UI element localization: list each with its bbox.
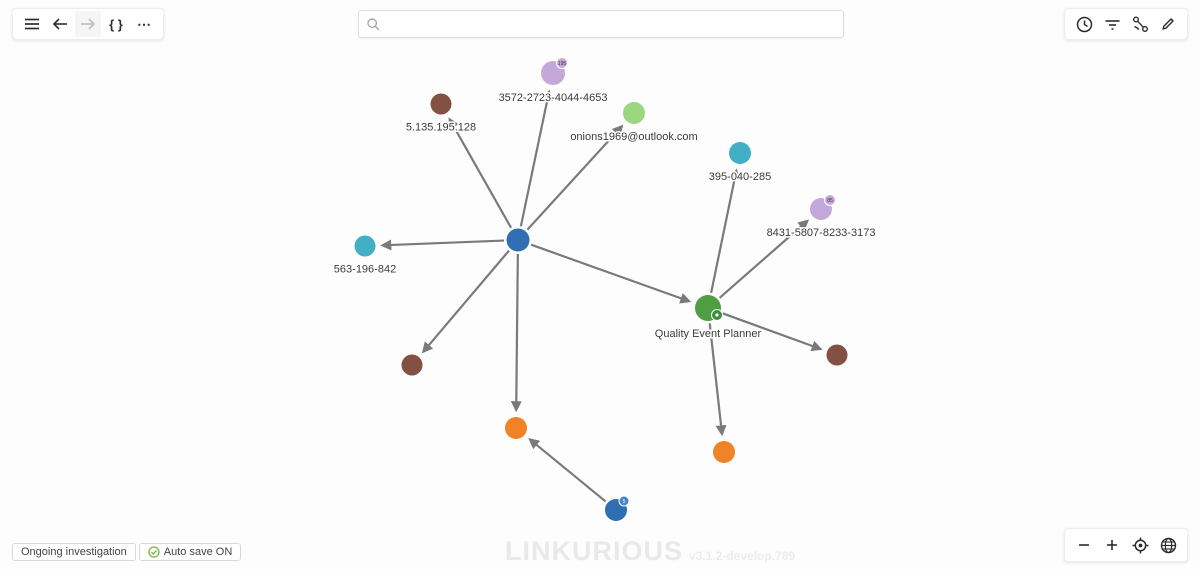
filter-icon xyxy=(1105,19,1119,30)
node-label: 5.135.195.128 xyxy=(406,122,476,134)
braces-icon: { } xyxy=(109,16,123,32)
arrow-left-icon xyxy=(52,18,67,30)
globe-layout-icon xyxy=(1160,537,1176,553)
graph-edge[interactable] xyxy=(710,168,740,294)
graph-node[interactable] xyxy=(505,417,527,439)
graph-edge[interactable] xyxy=(510,253,522,413)
graph-node[interactable] xyxy=(401,354,423,376)
graph-node[interactable] xyxy=(826,344,848,366)
watermark: LINKURIOUS v3.1.2-develop.789 xyxy=(505,538,795,565)
graph-edge[interactable] xyxy=(380,239,505,251)
filter-button[interactable] xyxy=(1099,11,1125,37)
graph-node[interactable] xyxy=(729,142,751,164)
brand-logo: LINKURIOUS xyxy=(505,536,683,566)
more-options-button[interactable]: ⋯ xyxy=(131,11,157,37)
autosave-label: Auto save ON xyxy=(163,546,233,558)
graph-edge[interactable] xyxy=(448,117,513,229)
graph-edge[interactable] xyxy=(722,312,823,352)
time-filter-button[interactable] xyxy=(1071,11,1097,37)
history-clock-icon xyxy=(1076,16,1092,32)
autosave-chip[interactable]: Auto save ON xyxy=(138,543,242,561)
nodes-layer: 195 3572-2723-4044-4653 5.135.195.128 onion… xyxy=(332,57,877,521)
investigation-status-label: Ongoing investigation xyxy=(21,546,127,558)
check-circle-icon xyxy=(148,546,160,558)
zoom-controls xyxy=(1064,528,1188,562)
toolbar-right xyxy=(1064,8,1188,40)
node-badge xyxy=(824,194,836,206)
arrow-right-icon xyxy=(81,18,96,30)
design-button[interactable] xyxy=(1127,11,1153,37)
edge-design-icon xyxy=(1132,16,1148,32)
node-badge-count: 5 xyxy=(623,499,626,505)
graph-edge[interactable] xyxy=(519,89,553,227)
layout-button[interactable] xyxy=(1155,532,1181,558)
redo-forward-button[interactable] xyxy=(75,11,101,37)
node-badge-glyph xyxy=(715,313,719,317)
search-bar xyxy=(358,10,844,38)
center-view-button[interactable] xyxy=(1127,532,1153,558)
version-label: v3.1.2-develop.789 xyxy=(689,549,796,563)
graph-edge[interactable] xyxy=(708,323,727,437)
graph-node[interactable] xyxy=(506,228,530,252)
graph-node[interactable] xyxy=(430,93,452,115)
search-input[interactable] xyxy=(386,12,843,36)
zoom-out-button[interactable] xyxy=(1071,532,1097,558)
graph-node[interactable] xyxy=(713,441,735,463)
ellipsis-icon: ⋯ xyxy=(137,16,151,32)
edges-layer xyxy=(380,89,823,503)
node-badge-count: 85 xyxy=(827,198,833,204)
query-braces-button[interactable]: { } xyxy=(103,11,129,37)
graph-edge[interactable] xyxy=(528,438,607,503)
status-bar: Ongoing investigation Auto save ON xyxy=(12,543,242,561)
node-label: 563-196-842 xyxy=(334,264,396,276)
node-label: 3572-2723-4044-4653 xyxy=(499,92,608,104)
zoom-in-button[interactable] xyxy=(1099,532,1125,558)
search-icon xyxy=(367,17,380,30)
center-view-icon xyxy=(1132,537,1148,553)
graph-node[interactable] xyxy=(623,102,645,124)
node-label: 395-040-285 xyxy=(709,171,771,183)
undo-back-button[interactable] xyxy=(47,11,73,37)
edit-button[interactable] xyxy=(1155,11,1181,37)
node-badge-count: 195 xyxy=(558,61,567,67)
menu-button[interactable] xyxy=(19,11,45,37)
node-badge xyxy=(556,57,568,69)
graph-edge[interactable] xyxy=(530,243,692,304)
toolbar-left: { } ⋯ xyxy=(12,8,164,40)
graph-edge[interactable] xyxy=(718,219,810,299)
investigation-status-chip[interactable]: Ongoing investigation xyxy=(12,543,136,561)
graph-node[interactable] xyxy=(354,235,376,257)
node-label: 8431-5807-8233-3173 xyxy=(767,227,876,239)
node-label: Quality Event Planner xyxy=(655,328,762,340)
graph-edge[interactable] xyxy=(526,124,624,231)
graph-edge[interactable] xyxy=(421,249,510,354)
node-badge xyxy=(618,495,630,507)
pencil-edit-icon xyxy=(1162,18,1174,30)
node-label: onions1969@outlook.com xyxy=(570,131,697,143)
zoom-out-icon xyxy=(1079,544,1089,546)
hamburger-icon xyxy=(25,18,39,30)
zoom-in-icon xyxy=(1107,540,1117,550)
